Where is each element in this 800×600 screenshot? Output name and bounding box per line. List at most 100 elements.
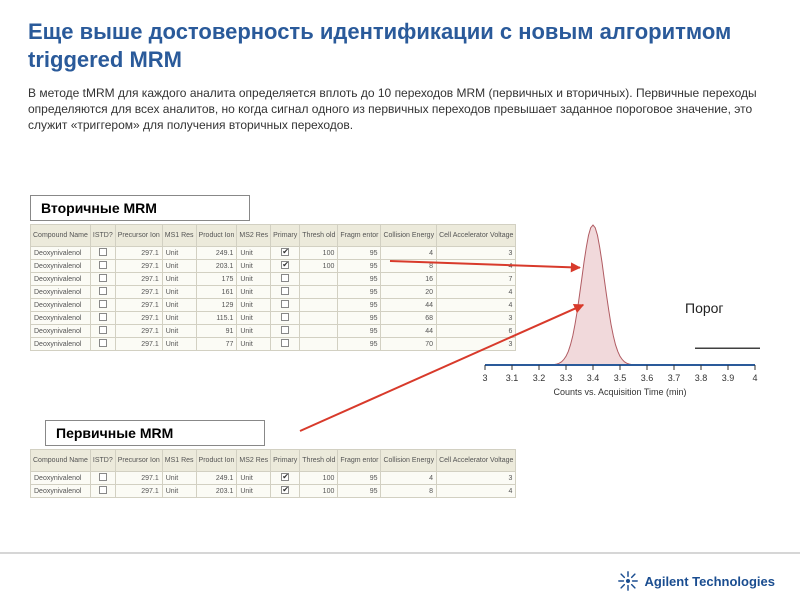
table-cell: Unit [162,260,196,273]
table-cell: 4 [381,472,437,485]
table-cell: Unit [162,325,196,338]
table-cell: Unit [237,247,271,260]
table-cell [90,472,115,485]
table-cell [300,312,338,325]
table-header: MS2 Res [237,450,271,472]
table-cell: 249.1 [196,247,237,260]
xtick-label: 3.7 [668,373,681,383]
table-cell: Unit [237,472,271,485]
table-cell: Unit [237,485,271,498]
table-cell: Unit [162,286,196,299]
table-cell [271,260,300,273]
table-cell: 95 [338,260,381,273]
table-header: MS1 Res [162,225,196,247]
table-header: Compound Name [31,225,91,247]
table-cell: Deoxynivalenol [31,260,91,273]
table-cell: Unit [162,273,196,286]
brand-name: Agilent Technologies [645,574,776,589]
table-cell [271,286,300,299]
table-cell: 175 [196,273,237,286]
xtick-label: 3.8 [695,373,708,383]
table-cell: 297.1 [115,325,162,338]
table-row: Deoxynivalenol297.1Unit249.1Unit1009543 [31,247,516,260]
table-cell: Unit [237,299,271,312]
table-cell [90,312,115,325]
table-cell: 297.1 [115,260,162,273]
table-cell [300,299,338,312]
table-row: Deoxynivalenol297.1Unit161Unit95204 [31,286,516,299]
table-header: Fragm entor [338,450,381,472]
table-cell: Deoxynivalenol [31,247,91,260]
table-cell: Unit [237,260,271,273]
table-cell: 91 [196,325,237,338]
table-cell: 95 [338,286,381,299]
table-header: Product Ion [196,225,237,247]
xtick-label: 3.4 [587,373,600,383]
table-cell: Deoxynivalenol [31,286,91,299]
table-header: Precursor Ion [115,225,162,247]
table-cell: 16 [381,273,437,286]
table-cell: 297.1 [115,312,162,325]
table-cell: Unit [237,273,271,286]
table-cell: Deoxynivalenol [31,338,91,351]
table-cell [90,338,115,351]
table-cell: Deoxynivalenol [31,325,91,338]
table-cell: Unit [237,312,271,325]
table-cell: 44 [381,325,437,338]
table-cell: 100 [300,485,338,498]
table-cell: Unit [237,325,271,338]
xtick-label: 4 [752,373,757,383]
table-header: MS1 Res [162,450,196,472]
table-header: Primary [271,450,300,472]
table-header: Collision Energy [381,225,437,247]
table-cell [271,299,300,312]
table-cell [90,299,115,312]
table-cell: 95 [338,312,381,325]
table-cell: 297.1 [115,485,162,498]
table-cell [271,273,300,286]
table-cell: Unit [162,485,196,498]
table-cell: 203.1 [196,485,237,498]
spark-icon [617,570,639,592]
table-cell [271,485,300,498]
xtick-label: 3.5 [614,373,627,383]
slide-intro: В методе tMRM для каждого аналита опреде… [28,85,772,134]
primary-table-wrap: Compound NameISTD?Precursor IonMS1 ResPr… [30,449,516,498]
table-cell [300,286,338,299]
table-cell: Unit [162,338,196,351]
table-header: Thresh old [300,225,338,247]
table-cell: 297.1 [115,286,162,299]
table-cell: Unit [162,312,196,325]
table-cell: 115.1 [196,312,237,325]
table-cell: 249.1 [196,472,237,485]
primary-mrm-table: Compound NameISTD?Precursor IonMS1 ResPr… [30,449,516,498]
table-header: Cell Accelerator Voltage [437,450,516,472]
table-cell [271,338,300,351]
xtick-label: 3 [482,373,487,383]
table-cell [271,247,300,260]
table-cell [271,312,300,325]
table-cell [300,325,338,338]
table-cell: 297.1 [115,273,162,286]
table-cell: Unit [162,247,196,260]
table-cell: 297.1 [115,338,162,351]
table-cell: 68 [381,312,437,325]
xtick-label: 3.1 [506,373,519,383]
xtick-label: 3.9 [722,373,735,383]
table-cell [300,273,338,286]
table-cell: 297.1 [115,247,162,260]
table-header: MS2 Res [237,225,271,247]
table-cell: 129 [196,299,237,312]
table-cell: 4 [437,485,516,498]
footer: Agilent Technologies [0,552,800,600]
table-row: Deoxynivalenol297.1Unit175Unit95167 [31,273,516,286]
secondary-table-wrap: Compound NameISTD?Precursor IonMS1 ResPr… [30,224,516,351]
table-header: Collision Energy [381,450,437,472]
xaxis-label: Counts vs. Acquisition Time (min) [553,387,686,397]
table-cell: Deoxynivalenol [31,273,91,286]
table-cell: 297.1 [115,299,162,312]
table-cell [90,273,115,286]
table-row: Deoxynivalenol297.1Unit77Unit95703 [31,338,516,351]
table-cell: 20 [381,286,437,299]
table-cell: Unit [237,338,271,351]
